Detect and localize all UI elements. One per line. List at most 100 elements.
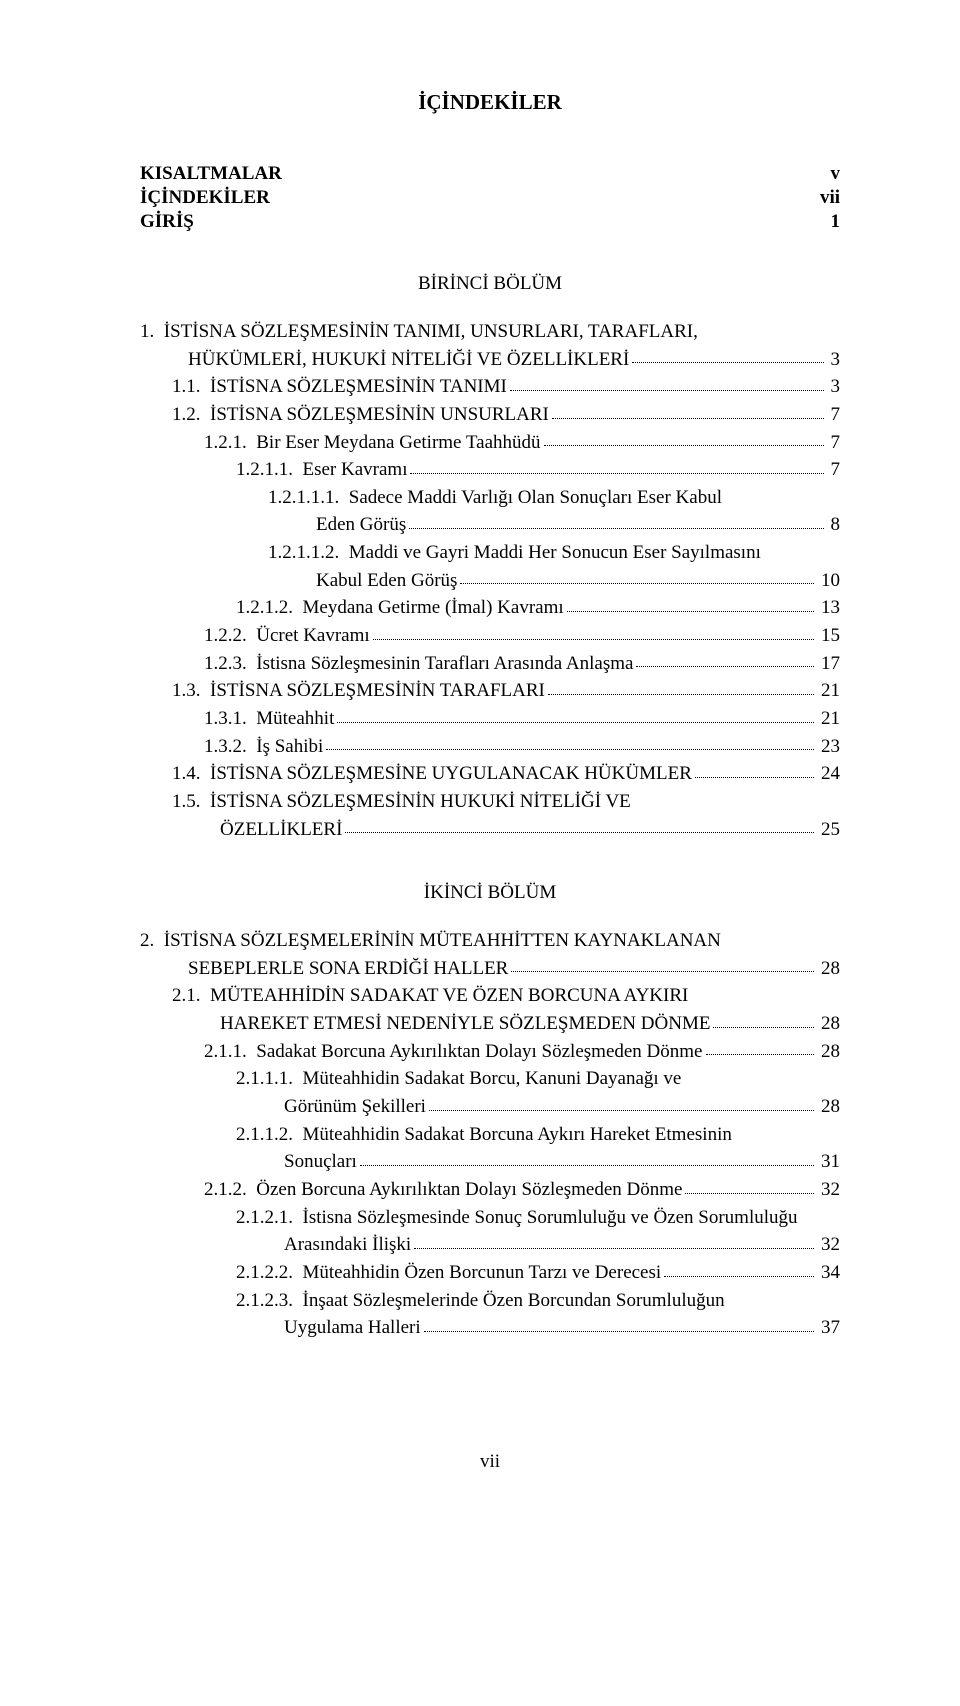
toc-page-number: 34	[817, 1260, 840, 1286]
toc-leader	[695, 777, 814, 778]
toc-entry: 2.1.2.2. Müteahhidin Özen Borcunun Tarzı…	[140, 1260, 840, 1286]
toc-page-number: 13	[817, 595, 840, 621]
toc-leader	[664, 1276, 814, 1277]
front-matter-page: 1	[831, 211, 841, 233]
toc-entry: 1.2.2. Ücret Kavramı 15	[140, 623, 840, 649]
toc-leader	[636, 666, 814, 667]
toc-label: 2.1.1.2. Müteahhidin Sadakat Borcuna Ayk…	[236, 1122, 732, 1148]
toc-label: 1.3. İSTİSNA SÖZLEŞMESİNİN TARAFLARI	[172, 678, 545, 704]
toc-entry: Kabul Eden Görüş 10	[140, 568, 840, 594]
toc-entry: HÜKÜMLERİ, HUKUKİ NİTELİĞİ VE ÖZELLİKLER…	[140, 347, 840, 373]
toc-page-number: 32	[817, 1232, 840, 1258]
toc-page-number: 24	[817, 761, 840, 787]
toc-page-number: 8	[827, 512, 841, 538]
toc-entry: 1.2.1.2. Meydana Getirme (İmal) Kavramı1…	[140, 595, 840, 621]
toc-label: 1.2. İSTİSNA SÖZLEŞMESİNİN UNSURLARI	[172, 402, 549, 428]
toc-entry: 2.1. MÜTEAHHİDİN SADAKAT VE ÖZEN BORCUNA…	[140, 983, 840, 1009]
front-matter-row: KISALTMALARv	[140, 163, 840, 185]
toc-leader	[685, 1193, 814, 1194]
document-page: İÇİNDEKİLER KISALTMALARvİÇİNDEKİLERviiGİ…	[0, 0, 960, 1553]
toc-entry: SEBEPLERLE SONA ERDİĞİ HALLER28	[140, 956, 840, 982]
toc-entry: 1.1. İSTİSNA SÖZLEŞMESİNİN TANIMI 3	[140, 374, 840, 400]
toc-label: 1.2.2. Ücret Kavramı	[204, 623, 370, 649]
toc-entry: 2.1.2.1. İstisna Sözleşmesinde Sonuç Sor…	[140, 1205, 840, 1231]
toc-page-number: 28	[817, 1094, 840, 1120]
toc-label: SEBEPLERLE SONA ERDİĞİ HALLER	[140, 956, 508, 982]
toc-page-number: 28	[817, 1011, 840, 1037]
toc-leader	[510, 390, 824, 391]
front-matter-label: GİRİŞ	[140, 211, 194, 233]
toc-section-2: 2. İSTİSNA SÖZLEŞMELERİNİN MÜTEAHHİTTEN …	[140, 928, 840, 1341]
toc-leader	[567, 611, 814, 612]
toc-page-number: 15	[817, 623, 840, 649]
toc-leader	[544, 445, 824, 446]
toc-label: 2.1.2.2. Müteahhidin Özen Borcunun Tarzı…	[236, 1260, 661, 1286]
toc-label: 2.1.2.1. İstisna Sözleşmesinde Sonuç Sor…	[236, 1205, 798, 1231]
toc-page-number: 7	[827, 402, 841, 428]
toc-leader	[552, 418, 824, 419]
toc-label: ÖZELLİKLERİ	[172, 817, 342, 843]
toc-label: 1.4. İSTİSNA SÖZLEŞMESİNE UYGULANACAK HÜ…	[172, 761, 692, 787]
toc-entry: Uygulama Halleri37	[140, 1315, 840, 1341]
toc-label: 1.1. İSTİSNA SÖZLEŞMESİNİN TANIMI	[172, 374, 507, 400]
toc-label: 2.1.2.3. İnşaat Sözleşmelerinde Özen Bor…	[236, 1288, 725, 1314]
toc-page-number: 10	[817, 568, 840, 594]
toc-entry: ÖZELLİKLERİ 25	[140, 817, 840, 843]
toc-entry: 1.4. İSTİSNA SÖZLEŞMESİNE UYGULANACAK HÜ…	[140, 761, 840, 787]
toc-label: Uygulama Halleri	[236, 1315, 421, 1341]
toc-entry: 1. İSTİSNA SÖZLEŞMESİNİN TANIMI, UNSURLA…	[140, 319, 840, 345]
toc-page-number: 31	[817, 1149, 840, 1175]
toc-page-number: 7	[827, 430, 841, 456]
toc-leader	[460, 583, 814, 584]
toc-label: 1.5. İSTİSNA SÖZLEŞMESİNİN HUKUKİ NİTELİ…	[172, 789, 631, 815]
toc-label: Görünüm Şekilleri	[236, 1094, 426, 1120]
front-matter-row: İÇİNDEKİLERvii	[140, 187, 840, 209]
toc-page-number: 17	[817, 651, 840, 677]
front-matter-label: KISALTMALAR	[140, 163, 282, 185]
toc-leader	[424, 1331, 814, 1332]
toc-label: Sonuçları	[236, 1149, 357, 1175]
toc-leader	[337, 722, 814, 723]
toc-label: 1.2.1.1.2. Maddi ve Gayri Maddi Her Sonu…	[268, 540, 761, 566]
toc-label: 2.1.2. Özen Borcuna Aykırılıktan Dolayı …	[204, 1177, 682, 1203]
front-matter-row: GİRİŞ 1	[140, 211, 840, 233]
toc-label: HÜKÜMLERİ, HUKUKİ NİTELİĞİ VE ÖZELLİKLER…	[140, 347, 629, 373]
toc-label: Kabul Eden Görüş	[268, 568, 457, 594]
front-matter-label: İÇİNDEKİLER	[140, 187, 270, 209]
toc-page-number: 21	[817, 678, 840, 704]
toc-entry: 1.2.3. İstisna Sözleşmesinin Tarafları A…	[140, 651, 840, 677]
toc-entry: Arasındaki İlişki32	[140, 1232, 840, 1258]
toc-entry: 1.3.2. İş Sahibi23	[140, 734, 840, 760]
toc-label: Eden Görüş	[268, 512, 406, 538]
toc-label: 2.1. MÜTEAHHİDİN SADAKAT VE ÖZEN BORCUNA…	[172, 983, 688, 1009]
toc-entry: 1.3. İSTİSNA SÖZLEŞMESİNİN TARAFLARI 21	[140, 678, 840, 704]
toc-entry: 1.2.1.1.1. Sadece Maddi Varlığı Olan Son…	[140, 485, 840, 511]
toc-leader	[713, 1027, 814, 1028]
toc-page-number: 3	[827, 374, 841, 400]
page-number-footer: vii	[140, 1451, 840, 1473]
toc-entry: 1.5. İSTİSNA SÖZLEŞMESİNİN HUKUKİ NİTELİ…	[140, 789, 840, 815]
toc-leader	[548, 694, 814, 695]
toc-page-number: 7	[827, 457, 841, 483]
toc-label: 2. İSTİSNA SÖZLEŞMELERİNİN MÜTEAHHİTTEN …	[140, 928, 721, 954]
toc-label: 1. İSTİSNA SÖZLEŞMESİNİN TANIMI, UNSURLA…	[140, 319, 698, 345]
toc-entry: 2.1.2.3. İnşaat Sözleşmelerinde Özen Bor…	[140, 1288, 840, 1314]
toc-entry: 2.1.1.2. Müteahhidin Sadakat Borcuna Ayk…	[140, 1122, 840, 1148]
toc-entry: 1.3.1. Müteahhit21	[140, 706, 840, 732]
toc-label: 2.1.1.1. Müteahhidin Sadakat Borcu, Kanu…	[236, 1066, 681, 1092]
toc-page-number: 28	[817, 1039, 840, 1065]
toc-entry: 2. İSTİSNA SÖZLEŞMELERİNİN MÜTEAHHİTTEN …	[140, 928, 840, 954]
toc-leader	[409, 528, 823, 529]
toc-page-number: 23	[817, 734, 840, 760]
toc-entry: 1.2.1.1.2. Maddi ve Gayri Maddi Her Sonu…	[140, 540, 840, 566]
toc-leader	[706, 1054, 815, 1055]
toc-entry: Görünüm Şekilleri 28	[140, 1094, 840, 1120]
toc-entry: 1.2. İSTİSNA SÖZLEŞMESİNİN UNSURLARI 7	[140, 402, 840, 428]
toc-page-number: 3	[827, 347, 841, 373]
toc-entry: Sonuçları 31	[140, 1149, 840, 1175]
toc-leader	[511, 971, 814, 972]
toc-page-number: 25	[817, 817, 840, 843]
toc-leader	[345, 832, 814, 833]
toc-leader	[414, 1248, 814, 1249]
toc-leader	[410, 473, 823, 474]
